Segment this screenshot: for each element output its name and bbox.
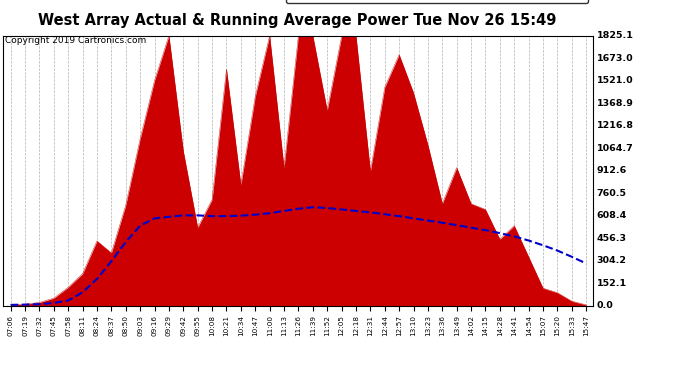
Legend: Average  (DC Watts), West Array  (DC Watts): Average (DC Watts), West Array (DC Watts… bbox=[286, 0, 588, 3]
Text: 456.3: 456.3 bbox=[597, 234, 627, 243]
Text: 1216.8: 1216.8 bbox=[597, 121, 634, 130]
Text: 152.1: 152.1 bbox=[597, 279, 627, 288]
Text: 304.2: 304.2 bbox=[597, 256, 627, 265]
Text: 1825.1: 1825.1 bbox=[597, 31, 633, 40]
Text: West Array Actual & Running Average Power Tue Nov 26 15:49: West Array Actual & Running Average Powe… bbox=[37, 13, 556, 28]
Text: 1673.0: 1673.0 bbox=[597, 54, 633, 63]
Text: 760.5: 760.5 bbox=[597, 189, 627, 198]
Text: 0.0: 0.0 bbox=[597, 301, 613, 310]
Text: 1368.9: 1368.9 bbox=[597, 99, 633, 108]
Text: 1521.0: 1521.0 bbox=[597, 76, 633, 85]
Text: 1064.7: 1064.7 bbox=[597, 144, 633, 153]
Text: Copyright 2019 Cartronics.com: Copyright 2019 Cartronics.com bbox=[5, 36, 146, 45]
Text: 912.6: 912.6 bbox=[597, 166, 627, 175]
Text: 608.4: 608.4 bbox=[597, 211, 627, 220]
